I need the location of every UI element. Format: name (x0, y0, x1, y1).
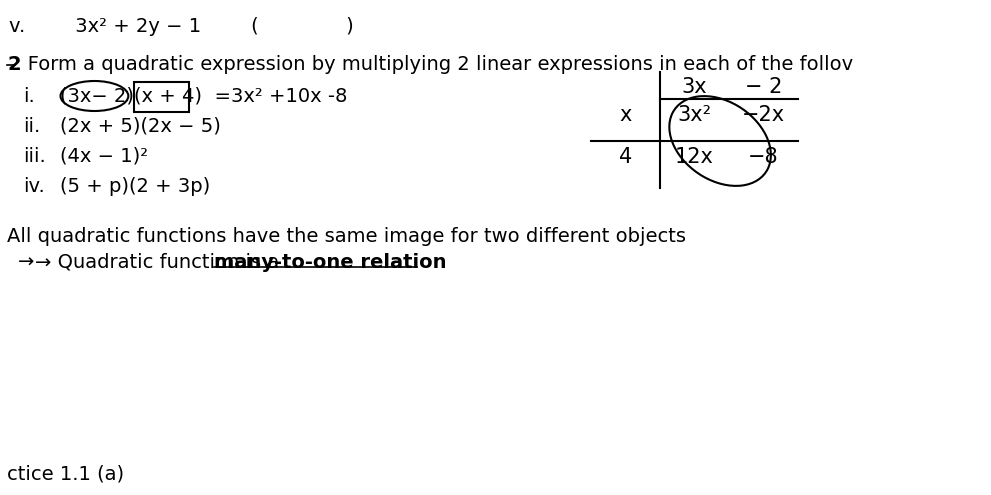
Text: iv.: iv. (23, 177, 45, 196)
Text: (4x − 1)²: (4x − 1)² (59, 147, 148, 166)
Text: −2x: −2x (741, 105, 785, 125)
Text: (2x + 5)(2x − 5): (2x + 5)(2x − 5) (59, 117, 220, 136)
Text: 12x: 12x (675, 147, 714, 167)
Text: −8: −8 (748, 147, 779, 167)
Text: 2: 2 (7, 55, 21, 74)
Text: iii.: iii. (23, 147, 46, 166)
Text: 4: 4 (619, 147, 632, 167)
Text: ctice 1.1 (a): ctice 1.1 (a) (7, 465, 125, 484)
Text: All quadratic functions have the same image for two different objects: All quadratic functions have the same im… (7, 227, 687, 246)
Text: →: → (19, 253, 35, 272)
Text: 3x: 3x (682, 77, 708, 97)
Text: many-to-one relation: many-to-one relation (214, 253, 446, 272)
Text: i.: i. (23, 87, 35, 106)
Text: : Form a quadratic expression by multiplying 2 linear expressions in each of the: : Form a quadratic expression by multipl… (15, 55, 853, 74)
Text: v.        3x² + 2y − 1        (              ): v. 3x² + 2y − 1 ( ) (9, 17, 354, 36)
Text: (5 + p)(2 + 3p): (5 + p)(2 + 3p) (59, 177, 210, 196)
Text: ii.: ii. (23, 117, 41, 136)
Text: 3x²: 3x² (678, 105, 712, 125)
Text: → Quadratic function is a: → Quadratic function is a (35, 253, 285, 272)
Text: (3x− 2)(x + 4)  =3x² +10x -8: (3x− 2)(x + 4) =3x² +10x -8 (59, 87, 347, 106)
Text: x: x (619, 105, 632, 125)
Text: − 2: − 2 (744, 77, 782, 97)
